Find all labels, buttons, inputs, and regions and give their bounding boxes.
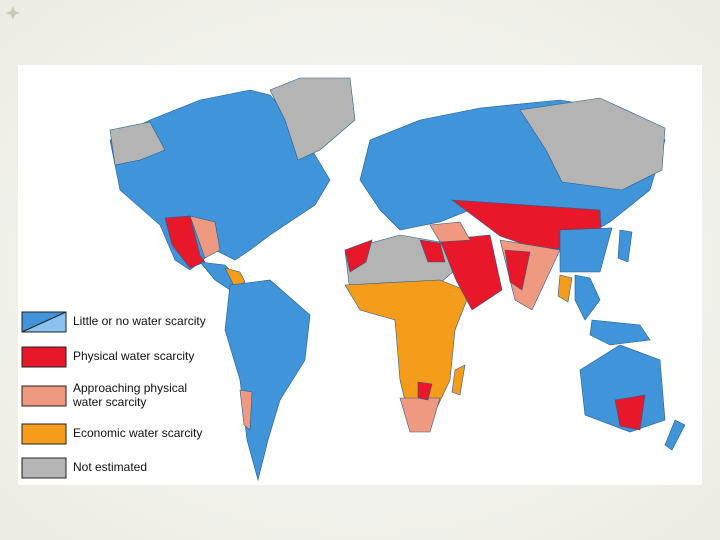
legend-label: Not estimated <box>73 460 147 474</box>
legend-swatch <box>21 346 67 368</box>
legend-swatch-diagonal <box>21 311 67 333</box>
legend-label: Approaching physical <box>73 381 187 395</box>
legend: Little or no water scarcity Physical wate… <box>21 311 206 479</box>
legend-label: Little or no water scarcity <box>73 314 206 328</box>
legend-swatch <box>21 423 67 445</box>
legend-label: water scarcity <box>72 395 146 409</box>
slide-ornament <box>6 6 20 20</box>
legend-label: Physical water scarcity <box>73 349 194 363</box>
legend-swatch-border <box>21 311 67 333</box>
legend-swatch <box>21 385 67 407</box>
legend-label: Economic water scarcity <box>73 426 202 440</box>
world-map <box>109 77 686 482</box>
legend-swatch <box>21 457 67 479</box>
